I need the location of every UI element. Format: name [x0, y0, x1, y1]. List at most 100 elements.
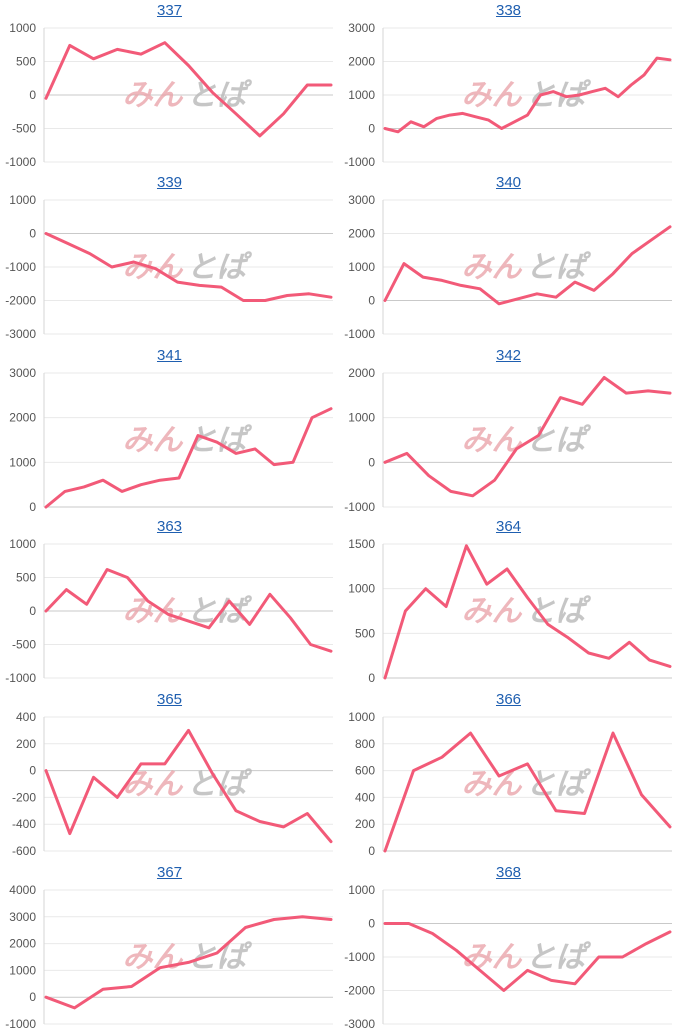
- watermark-logo: みん とぱ: [123, 594, 253, 629]
- y-tick-label: 1000: [348, 88, 375, 102]
- y-tick-label: -1000: [344, 327, 375, 341]
- y-tick-label: 0: [29, 88, 36, 102]
- watermark-part1: みん: [462, 250, 523, 285]
- chart-panel-365: 365 400 200 0 -200 -400 -600 みん とぱ: [0, 689, 339, 859]
- y-tick-label: 500: [16, 55, 36, 69]
- y-tick-label: 3000: [9, 366, 36, 380]
- chart-svg: 1500 1000 500 0 みん とぱ: [348, 537, 672, 685]
- y-tick-label: 0: [29, 604, 36, 618]
- chart-panel-364: 364 1500 1000 500 0 みん とぱ: [339, 516, 678, 686]
- chart-title-link[interactable]: 364: [495, 518, 522, 535]
- y-tick-label: -1000: [344, 950, 375, 964]
- y-tick-label: -1000: [5, 1017, 36, 1031]
- y-tick-label: 800: [355, 737, 375, 751]
- watermark-logo: みん とぱ: [123, 78, 253, 113]
- y-tick-label: 500: [16, 571, 36, 585]
- series-line: [383, 922, 672, 992]
- chart-title-link[interactable]: 367: [156, 864, 183, 881]
- y-tick-label: 200: [16, 737, 36, 751]
- y-tick-label: 1000: [348, 582, 375, 596]
- watermark-logo: みん とぱ: [123, 250, 253, 285]
- watermark-logo: みん とぱ: [462, 78, 592, 113]
- series-line: [383, 376, 672, 498]
- chart-svg: 1000 500 0 -500 -1000 みん とぱ: [5, 537, 333, 685]
- y-tick-label: 1000: [348, 710, 375, 724]
- series-line: [44, 232, 333, 302]
- chart-title-link[interactable]: 366: [495, 691, 522, 708]
- y-tick-label: 1000: [348, 883, 375, 897]
- watermark-part1: みん: [462, 767, 523, 802]
- chart-svg: 4000 3000 2000 1000 0 -1000 みん とぱ: [5, 883, 333, 1031]
- chart-svg: 400 200 0 -200 -400 -600 みん とぱ: [12, 710, 333, 858]
- watermark-part2: とぱ: [526, 594, 592, 629]
- y-tick-label: 400: [355, 790, 375, 804]
- chart-svg: 1000 0 -1000 -2000 -3000 みん とぱ: [5, 193, 333, 341]
- y-tick-label: 0: [368, 917, 375, 931]
- y-tick-label: -1000: [5, 671, 36, 685]
- y-tick-label: 600: [355, 764, 375, 778]
- series-line: [44, 915, 333, 1010]
- y-tick-label: 0: [29, 227, 36, 241]
- y-tick-label: 3000: [348, 193, 375, 207]
- chart-panel-342: 342 2000 1000 0 -1000 みん とぱ: [339, 345, 678, 515]
- y-tick-label: 1000: [9, 537, 36, 551]
- y-tick-label: -3000: [344, 1017, 375, 1031]
- y-tick-label: 0: [29, 764, 36, 778]
- y-tick-label: -600: [12, 844, 36, 858]
- watermark-logo: みん とぱ: [462, 767, 592, 802]
- y-tick-label: 3000: [9, 910, 36, 924]
- y-tick-label: -3000: [5, 327, 36, 341]
- chart-title-link[interactable]: 341: [156, 347, 183, 364]
- chart-svg: 3000 2000 1000 0 -1000 みん とぱ: [344, 21, 672, 169]
- watermark-part2: とぱ: [526, 940, 592, 975]
- y-tick-label: 0: [368, 671, 375, 685]
- chart-svg: 1000 800 600 400 200 0 みん とぱ: [348, 710, 672, 858]
- chart-panel-341: 341 3000 2000 1000 0 みん とぱ: [0, 345, 339, 515]
- watermark-part1: みん: [123, 767, 184, 802]
- chart-title-link[interactable]: 340: [495, 174, 522, 191]
- chart-title-link[interactable]: 368: [495, 864, 522, 881]
- series-line: [383, 225, 672, 306]
- y-tick-label: 0: [368, 122, 375, 136]
- y-tick-label: 2000: [348, 366, 375, 380]
- chart-title-link[interactable]: 363: [156, 518, 183, 535]
- y-tick-label: -2000: [344, 984, 375, 998]
- watermark-part2: とぱ: [526, 767, 592, 802]
- chart-svg: 3000 2000 1000 0 -1000 みん とぱ: [344, 193, 672, 341]
- y-tick-label: 1000: [348, 260, 375, 274]
- y-tick-label: -1000: [5, 260, 36, 274]
- chart-svg: 2000 1000 0 -1000 みん とぱ: [344, 366, 672, 514]
- watermark-part1: みん: [462, 423, 523, 458]
- y-tick-label: -1000: [344, 500, 375, 514]
- watermark-logo: みん とぱ: [462, 940, 592, 975]
- y-tick-label: 400: [16, 710, 36, 724]
- y-tick-label: 1000: [348, 411, 375, 425]
- chart-panel-368: 368 1000 0 -1000 -2000 -3000 みん とぱ: [339, 862, 678, 1032]
- y-tick-label: -400: [12, 817, 36, 831]
- y-tick-label: 0: [29, 500, 36, 514]
- chart-title-link[interactable]: 338: [495, 2, 522, 19]
- y-tick-label: -1000: [344, 155, 375, 169]
- y-tick-label: 0: [368, 294, 375, 308]
- watermark-part2: とぱ: [187, 78, 253, 113]
- y-tick-label: 2000: [348, 55, 375, 69]
- watermark-part2: とぱ: [187, 940, 253, 975]
- chart-title-link[interactable]: 339: [156, 174, 183, 191]
- series-line: [44, 407, 333, 509]
- watermark-part2: とぱ: [187, 250, 253, 285]
- chart-svg: 1000 0 -1000 -2000 -3000 みん とぱ: [344, 883, 672, 1031]
- chart-title-link[interactable]: 342: [495, 347, 522, 364]
- series-line: [44, 41, 333, 138]
- chart-title-link[interactable]: 337: [156, 2, 183, 19]
- watermark-part1: みん: [462, 594, 523, 629]
- chart-title-link[interactable]: 365: [156, 691, 183, 708]
- watermark-logo: みん とぱ: [462, 594, 592, 629]
- y-tick-label: -2000: [5, 294, 36, 308]
- watermark-logo: みん とぱ: [123, 940, 253, 975]
- y-tick-label: 1000: [9, 21, 36, 35]
- watermark-part1: みん: [123, 423, 184, 458]
- y-tick-label: -500: [12, 122, 36, 136]
- y-tick-label: 2000: [9, 937, 36, 951]
- watermark-part1: みん: [123, 594, 184, 629]
- y-tick-label: 0: [29, 990, 36, 1004]
